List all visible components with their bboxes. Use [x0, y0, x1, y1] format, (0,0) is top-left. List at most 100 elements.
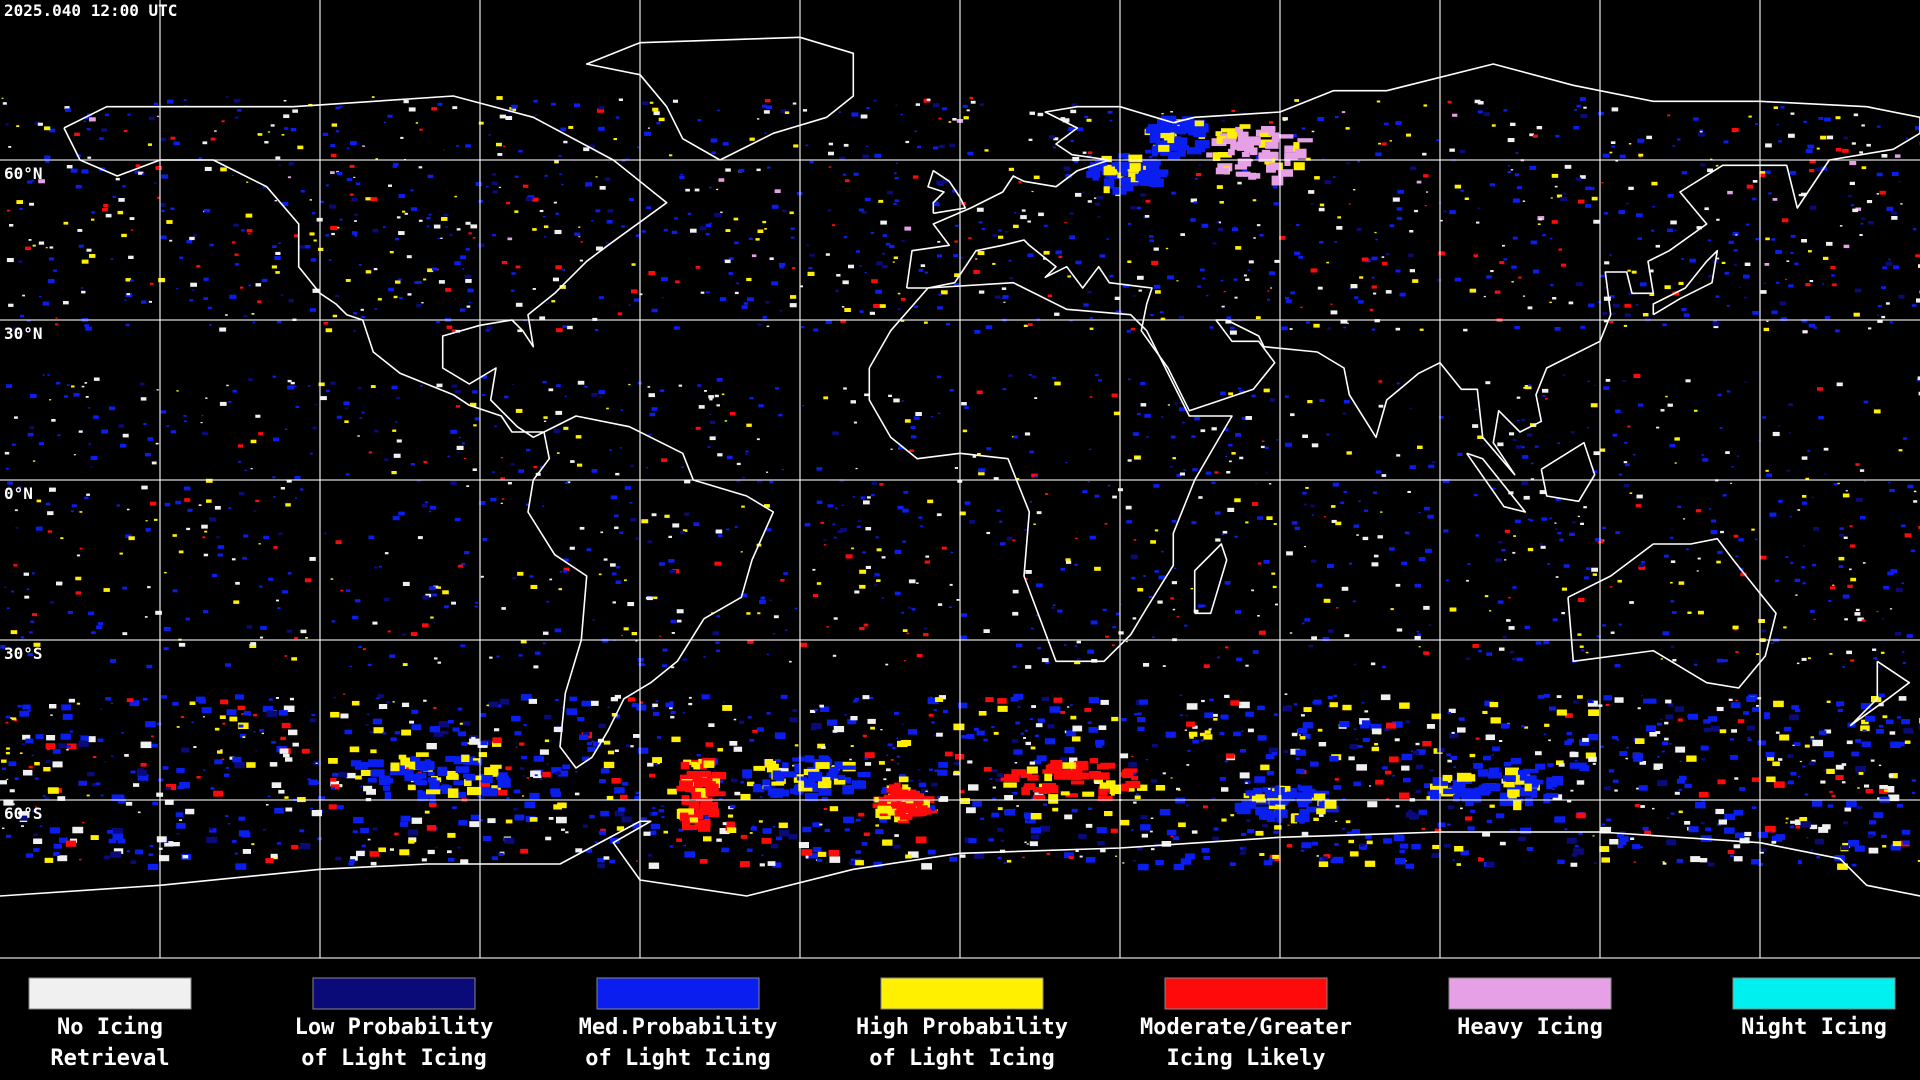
icing-pixel	[164, 841, 174, 847]
icing-pixel	[1561, 587, 1567, 591]
icing-pixel	[1220, 279, 1224, 282]
icing-pixel	[714, 212, 721, 217]
icing-pixel	[471, 736, 476, 740]
icing-pixel	[45, 502, 51, 506]
icing-pixel	[1303, 707, 1312, 712]
icing-pixel	[708, 413, 712, 415]
icing-pixel	[1326, 261, 1329, 264]
icing-pixel	[1241, 416, 1247, 420]
icing-pixel	[1310, 504, 1315, 508]
icing-pixel	[1837, 708, 1843, 713]
icing-pixel	[58, 743, 67, 749]
icing-pixel	[1580, 522, 1584, 525]
icing-pixel	[1875, 728, 1884, 734]
icing-pixel	[480, 575, 484, 578]
icing-patch	[1157, 118, 1169, 127]
icing-pixel	[1332, 482, 1340, 487]
icing-patch	[1261, 126, 1276, 132]
icing-pixel	[1009, 277, 1014, 280]
icing-pixel	[1486, 275, 1492, 279]
icing-pixel	[130, 229, 134, 231]
icing-pixel	[1603, 695, 1613, 701]
icing-pixel	[1670, 812, 1675, 815]
icing-pixel	[1230, 326, 1235, 330]
icing-pixel	[1845, 490, 1848, 492]
icing-pixel	[738, 720, 745, 724]
icing-pixel	[384, 458, 389, 461]
icing-pixel	[219, 327, 227, 332]
icing-pixel	[1265, 472, 1268, 474]
icing-pixel	[1482, 831, 1491, 837]
icing-pixel	[1662, 323, 1667, 327]
icing-pixel	[1063, 166, 1071, 171]
icing-pixel	[137, 774, 149, 781]
icing-pixel	[346, 147, 350, 149]
icing-pixel	[1868, 847, 1879, 854]
icing-pixel	[1511, 281, 1514, 283]
icing-patch	[1284, 788, 1297, 795]
icing-patch	[1461, 795, 1477, 802]
icing-pixel	[390, 737, 397, 742]
icing-pixel	[35, 734, 44, 740]
icing-pixel	[376, 697, 380, 700]
icing-pixel	[295, 405, 300, 408]
icing-pixel	[1010, 697, 1015, 700]
icing-pixel	[1808, 250, 1812, 253]
icing-pixel	[1263, 560, 1270, 564]
icing-pixel	[610, 697, 618, 702]
icing-pixel	[149, 282, 154, 285]
icing-pixel	[477, 795, 482, 798]
icing-pixel	[1209, 326, 1214, 329]
icing-pixel	[1556, 695, 1562, 698]
icing-pixel	[300, 190, 305, 193]
icing-pixel	[1362, 536, 1369, 541]
icing-pixel	[238, 724, 244, 728]
icing-pixel	[407, 293, 412, 296]
icing-pixel	[843, 816, 854, 824]
icing-pixel	[1004, 795, 1013, 801]
icing-pixel	[1515, 152, 1519, 154]
icing-pixel	[355, 775, 362, 780]
icing-pixel	[924, 627, 928, 630]
icing-pixel	[603, 761, 615, 769]
icing-pixel	[151, 461, 157, 465]
icing-pixel	[745, 450, 749, 453]
icing-pixel	[176, 767, 185, 773]
icing-pixel	[1803, 120, 1807, 123]
icing-pixel	[281, 202, 289, 206]
icing-pixel	[389, 251, 394, 254]
icing-pixel	[1215, 538, 1221, 542]
icing-pixel	[1881, 154, 1888, 158]
icing-pixel	[1609, 586, 1613, 588]
icing-pixel	[1768, 192, 1772, 195]
icing-pixel	[1530, 478, 1534, 481]
icing-pixel	[336, 171, 343, 176]
icing-pixel	[67, 743, 77, 750]
icing-pixel	[880, 789, 888, 794]
icing-pixel	[983, 738, 988, 742]
icing-pixel	[904, 226, 912, 231]
icing-pixel	[1071, 103, 1078, 107]
icing-pixel	[1068, 856, 1074, 860]
icing-pixel	[2, 102, 7, 105]
icing-pixel	[825, 320, 832, 324]
icing-pixel	[850, 716, 858, 721]
icing-pixel	[1136, 206, 1142, 210]
icing-pixel	[1602, 312, 1608, 315]
icing-pixel	[851, 547, 854, 550]
icing-pixel	[460, 308, 466, 312]
icing-pixel	[1088, 727, 1098, 733]
icing-pixel	[995, 778, 1002, 782]
icing-pixel	[266, 710, 278, 717]
icing-pixel	[255, 283, 262, 287]
icing-patch	[1118, 153, 1125, 159]
icing-pixel	[32, 810, 35, 813]
icing-patch	[1206, 152, 1213, 158]
icing-pixel	[652, 703, 658, 707]
icing-pixel	[76, 554, 81, 557]
icing-patch	[857, 772, 871, 778]
icing-pixel	[1756, 653, 1759, 655]
icing-pixel	[1628, 186, 1634, 190]
icing-pixel	[607, 209, 614, 213]
icing-patch	[445, 756, 457, 762]
